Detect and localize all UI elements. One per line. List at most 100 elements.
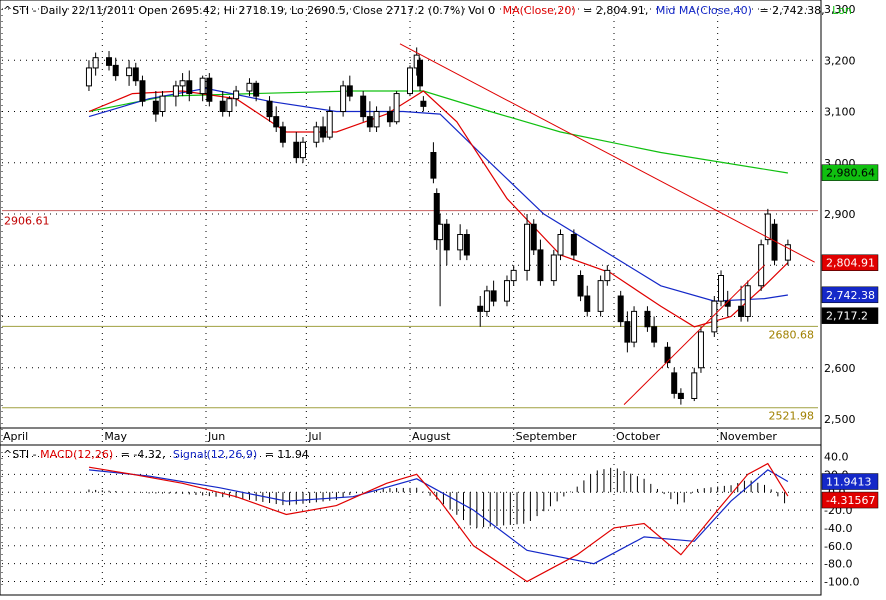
candle-body — [537, 249, 544, 282]
candle-body — [697, 331, 704, 369]
month-label: Jul — [307, 430, 321, 443]
candle-body — [764, 213, 771, 241]
candle-body — [313, 126, 320, 143]
candle-body — [758, 244, 765, 287]
candlesticks — [85, 47, 791, 405]
month-label: August — [412, 430, 451, 443]
candle-body — [457, 234, 464, 251]
macd-header-prefix: ^STI - — [3, 448, 40, 461]
macd-tick-label: -80.0 — [824, 558, 852, 571]
candle-body — [206, 77, 213, 102]
macd-grid — [1, 452, 818, 586]
candle-body — [604, 269, 611, 282]
price-tick-label: 2,900 — [824, 208, 856, 221]
candle-body — [126, 67, 133, 77]
macd-tick-label: -60.0 — [824, 540, 852, 553]
candle-body — [477, 305, 484, 312]
candle-body — [503, 280, 510, 302]
price-tags: 2,980.64 2,804.91 2,742.38 2,717.2 11.9413 -4… — [821, 164, 879, 509]
candle-body — [550, 254, 557, 282]
candle-body — [179, 80, 186, 87]
price-tick-label: 3,200 — [824, 54, 856, 67]
candle-body — [92, 57, 99, 69]
candle-body — [139, 80, 146, 102]
signal-value-tag: 11.9413 — [826, 476, 872, 489]
signal-value-tag-bg — [821, 473, 879, 490]
candle-body — [340, 85, 347, 112]
candle-body — [186, 80, 193, 95]
candle-body — [373, 111, 380, 128]
month-label: November — [720, 430, 778, 443]
macd-y-axis: 40.020.0-0.0-20.0-40.0-60.0-80.0-100.0 — [824, 450, 859, 588]
ma40-line — [88, 87, 788, 302]
month-label: October — [616, 430, 660, 443]
candle-body — [293, 141, 300, 159]
macd-value-tag: -4.31567 — [826, 494, 875, 507]
header-ma20-value: = 2,804.91, — [583, 4, 648, 17]
candle-body — [420, 100, 427, 107]
ma20-price-tag: 2,804.91 — [826, 257, 875, 270]
candle-body — [570, 234, 577, 256]
macd-tick-label: -40.0 — [824, 522, 852, 535]
candle-body — [430, 152, 437, 179]
macd-tick-label: 40.0 — [824, 450, 849, 463]
month-label: May — [104, 430, 127, 443]
long-ma-line — [88, 90, 788, 174]
candle-body — [266, 100, 273, 118]
candle-body — [677, 392, 684, 399]
candle-body — [490, 290, 497, 302]
candle-body — [253, 82, 260, 97]
price-header: ^STI - Daily 22/11/2011 Open 2695.42, Hi… — [3, 4, 852, 17]
candle-body — [393, 93, 400, 123]
candle-body — [597, 280, 604, 312]
macd-indicator — [88, 462, 789, 583]
header-long-label: Lon — [832, 4, 852, 17]
macd-header: ^STI - MACD(12,26) = -4.32, Signal(12,26… — [3, 448, 309, 461]
long-ma-price-tag: 2,980.64 — [826, 167, 875, 180]
header-symbol-line: ^STI - Daily 22/11/2011 Open 2695.42, Hi… — [3, 4, 495, 17]
candle-body — [651, 326, 658, 343]
candle-body — [617, 295, 624, 323]
candle-body — [320, 126, 327, 138]
month-axis: April May Jun Jul August September October Nove… — [0, 427, 821, 443]
candle-body — [360, 95, 367, 118]
candle-body — [644, 310, 651, 328]
candle-body — [85, 67, 92, 87]
trendline — [623, 264, 765, 406]
candle-body — [524, 223, 531, 271]
close-price-tag-bg — [821, 307, 879, 324]
candle-body — [437, 223, 444, 241]
candle-body — [226, 98, 233, 112]
header-ma40-label: Mid MA(Close,40) — [656, 4, 752, 17]
level-label: 2680.68 — [769, 328, 815, 341]
macd-header-signal-value: = 11.94 — [265, 448, 309, 461]
long-ma-price-tag-bg — [821, 164, 879, 181]
level-label: 2906.61 — [4, 215, 50, 228]
candle-body — [112, 64, 119, 77]
candle-body — [577, 275, 584, 297]
candle-body — [219, 100, 226, 112]
candle-body — [483, 290, 490, 312]
price-tick-label: 2,500 — [824, 413, 856, 426]
candle-body — [738, 305, 745, 317]
candle-body — [199, 77, 206, 95]
candle-body — [246, 82, 253, 92]
level-label: 2521.98 — [769, 410, 815, 423]
macd-header-macd-value: = -4.32, — [121, 448, 166, 461]
ma40-price-tag: 2,742.38 — [826, 289, 875, 302]
macd-value-tag-bg — [821, 491, 879, 509]
ma20-price-tag-bg — [821, 254, 879, 271]
signal-line — [88, 469, 789, 565]
candle-body — [417, 59, 424, 87]
candle-body — [557, 234, 564, 256]
macd-tick-label: -100.0 — [824, 576, 859, 589]
candle-body — [624, 321, 631, 343]
close-price-tag: 2,717.2 — [826, 310, 868, 323]
candle-body — [172, 85, 179, 97]
price-y-axis: 3,3003,2003,1003,0002,9002,8002,7002,600… — [824, 3, 856, 426]
candle-body — [584, 295, 591, 312]
trendlines[interactable] — [399, 43, 815, 406]
candle-body — [510, 269, 517, 282]
candle-body — [784, 244, 791, 261]
